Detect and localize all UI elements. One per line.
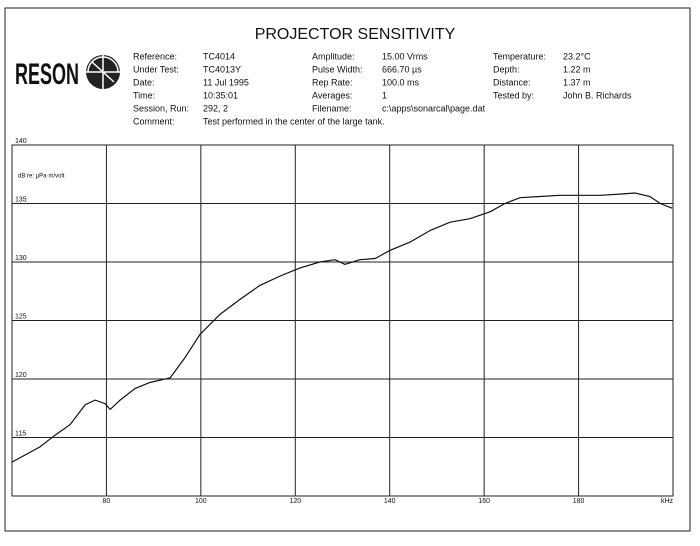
field-label: Rep Rate: [312,77,353,87]
field-label: Amplitude: [312,51,355,61]
y-tick-label: 140 [15,138,27,145]
logo-emblem-lines [86,55,120,89]
field-value: 292, 2 [203,103,228,113]
field-value: 23.2°C [563,51,591,61]
x-tick-label: 100 [195,498,207,505]
field-label: Tested by: [493,90,534,100]
field-value: TC4014 [203,51,235,61]
chart-title: PROJECTOR SENSITIVITY [255,26,456,43]
field-label: Session, Run: [133,103,189,113]
y-tick-label: 120 [15,372,27,379]
y-tick-label: 125 [15,313,27,320]
comment-label: Comment: [133,116,175,126]
comment-value: Test performed in the center of the larg… [203,116,385,126]
field-value: 1 [382,90,387,100]
data-line [11,192,673,463]
logo-text: RESON [15,58,79,91]
x-tick-label: 180 [573,498,585,505]
field-value: 1.22 m [563,64,591,74]
x-tick-label: 80 [103,498,111,505]
field-value: 666.70 µs [382,64,422,74]
field-value: John B. Richards [563,90,632,100]
field-label: Averages: [312,90,352,100]
logo: RESON [15,55,120,91]
x-tick-label: kHz [661,498,674,505]
x-tick-label: 160 [478,498,490,505]
field-value: TC4013Y [203,64,241,74]
x-tick-label: 120 [289,498,301,505]
y-tick-label: 130 [15,255,27,262]
y-axis-label: dB re: µPa·m/volt [18,174,65,180]
field-label: Filename: [312,103,352,113]
field-value: 11 Jul 1995 [203,77,249,87]
field-label: Depth: [493,64,520,74]
y-tick-label: 115 [15,430,26,437]
y-tick-label: 135 [15,196,27,203]
field-value: 10:35:01 [203,90,238,100]
field-value: 100.0 ms [382,77,420,87]
field-label: Temperature: [493,51,546,61]
field-label: Date: [133,77,155,87]
field-label: Reference: [133,51,177,61]
field-value: 15.00 Vrms [382,51,428,61]
field-label: Under Test: [133,64,179,74]
x-tick-label: 140 [384,498,396,505]
field-value: c:\apps\sonarcal\page.dat [382,103,486,113]
field-value: 1.37 m [563,77,591,87]
field-label: Time: [133,90,155,100]
field-label: Pulse Width: [312,64,363,74]
field-label: Distance: [493,77,531,87]
outer-frame [4,7,691,532]
